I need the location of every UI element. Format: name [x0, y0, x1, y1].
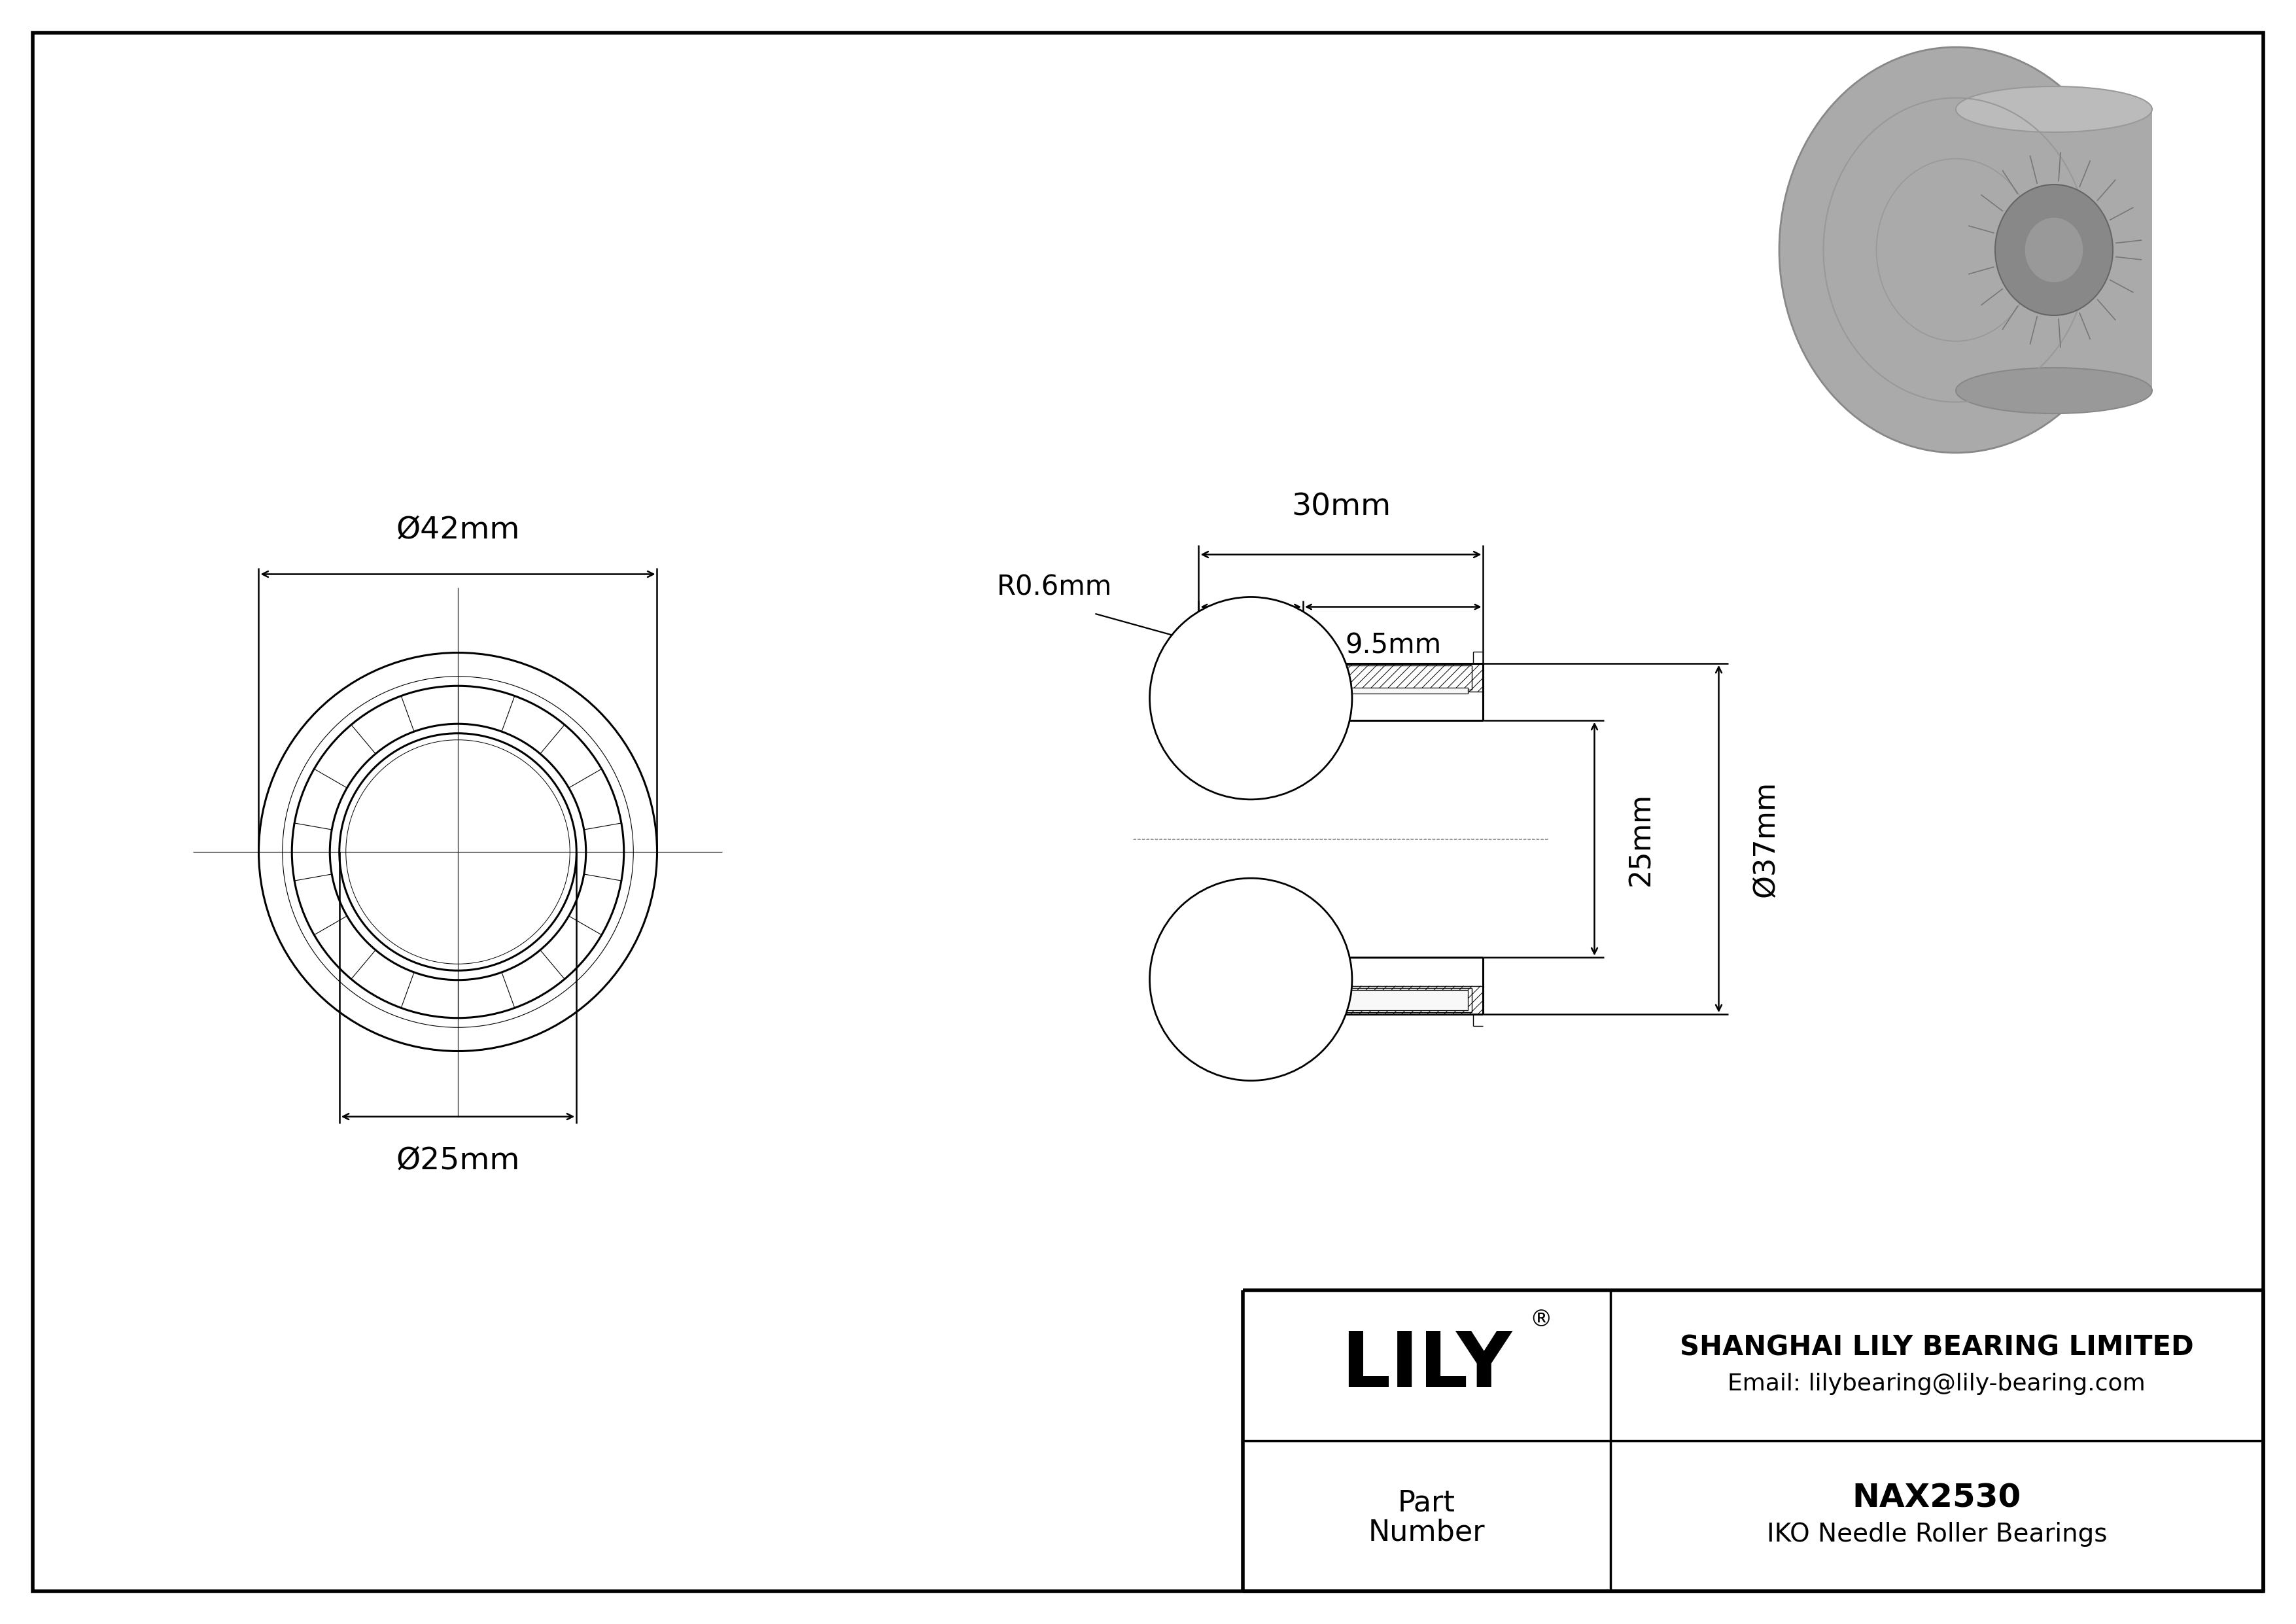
Text: 25mm: 25mm [1628, 793, 1655, 885]
Text: IKO Needle Roller Bearings: IKO Needle Roller Bearings [1766, 1522, 2108, 1546]
Bar [1313, 689, 1467, 693]
Ellipse shape [1779, 47, 2133, 453]
Circle shape [1150, 879, 1352, 1080]
Text: R0.6mm: R0.6mm [996, 573, 1114, 601]
Ellipse shape [1995, 185, 2112, 315]
Text: ®: ® [1529, 1309, 1552, 1332]
Text: Ø37mm: Ø37mm [1752, 781, 1779, 896]
Text: Part: Part [1398, 1489, 1456, 1517]
Text: Email: lilybearing@lily-bearing.com: Email: lilybearing@lily-bearing.com [1729, 1372, 2147, 1395]
Text: Ø25mm: Ø25mm [395, 1147, 519, 1176]
Text: 11mm: 11mm [1208, 632, 1295, 659]
Text: NAX2530: NAX2530 [1853, 1483, 2020, 1514]
Text: Number: Number [1368, 1518, 1486, 1546]
Ellipse shape [1956, 86, 2151, 132]
Ellipse shape [1956, 367, 2151, 414]
Circle shape [1150, 598, 1352, 799]
Text: SHANGHAI LILY BEARING LIMITED: SHANGHAI LILY BEARING LIMITED [1681, 1333, 2193, 1361]
Text: 9.5mm: 9.5mm [1345, 632, 1442, 659]
Bar [1313, 989, 1467, 1010]
Ellipse shape [2025, 218, 2082, 283]
Text: Ø42mm: Ø42mm [395, 515, 519, 544]
Text: LILY: LILY [1341, 1328, 1513, 1403]
Text: 30mm: 30mm [1290, 492, 1391, 521]
Bar [1981, 106, 2151, 395]
